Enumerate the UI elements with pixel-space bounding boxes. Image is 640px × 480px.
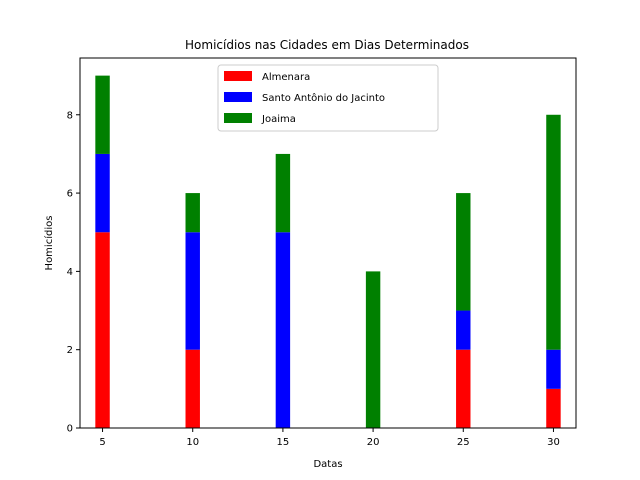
y-tick-label-0: 0 xyxy=(67,424,73,435)
chart-title: Homicídios nas Cidades em Dias Determina… xyxy=(185,38,469,52)
bar-santo-ant-nio-do-jacinto-5 xyxy=(95,153,110,233)
bar-almenara-10 xyxy=(185,349,200,428)
bar-santo-ant-nio-do-jacinto-10 xyxy=(185,232,200,350)
x-tick-label-30: 30 xyxy=(547,437,560,448)
y-tick-label-2: 2 xyxy=(67,345,73,356)
y-axis: 0 2 4 6 8 xyxy=(67,110,80,435)
x-axis: 5 10 15 20 25 30 xyxy=(99,428,560,448)
bar-joaima-15 xyxy=(275,153,291,233)
bar-almenara-5 xyxy=(95,232,110,428)
x-tick-label-20: 20 xyxy=(367,437,380,448)
bar-joaima-5 xyxy=(95,75,110,154)
legend-label-joaima: Joaima xyxy=(261,114,296,125)
legend-box xyxy=(217,64,439,132)
legend-swatch-joaima xyxy=(224,113,252,123)
x-tick-label-25: 25 xyxy=(457,437,470,448)
y-tick-label-4: 4 xyxy=(67,267,73,278)
legend: Almenara Santo Antônio do Jacinto Joaima xyxy=(217,64,439,132)
bar-almenara-30 xyxy=(546,388,561,428)
x-axis-label: Datas xyxy=(313,459,342,470)
x-tick-label-10: 10 xyxy=(186,437,199,448)
y-axis-label: Homicídios xyxy=(43,216,55,271)
legend-swatch-almenara xyxy=(224,71,252,81)
y-tick-label-6: 6 xyxy=(67,189,73,200)
y-tick-label-8: 8 xyxy=(67,110,73,121)
legend-label-santo-ant-nio-do-jacinto: Santo Antônio do Jacinto xyxy=(262,92,385,104)
bar-joaima-20 xyxy=(365,271,381,428)
bar-joaima-30 xyxy=(546,114,561,350)
x-tick-label-5: 5 xyxy=(99,437,105,448)
bar-joaima-10 xyxy=(185,193,200,233)
legend-swatch-santo-ant-nio-do-jacinto xyxy=(224,92,252,102)
bar-santo-ant-nio-do-jacinto-15 xyxy=(275,232,291,428)
bar-santo-ant-nio-do-jacinto-25 xyxy=(456,310,471,350)
legend-label-almenara: Almenara xyxy=(262,72,310,83)
bar-joaima-25 xyxy=(456,193,471,311)
bar-santo-ant-nio-do-jacinto-30 xyxy=(546,349,561,389)
bar-almenara-25 xyxy=(456,349,471,428)
bars-group xyxy=(95,75,561,428)
x-tick-label-15: 15 xyxy=(277,437,290,448)
plot-frame xyxy=(79,57,577,429)
